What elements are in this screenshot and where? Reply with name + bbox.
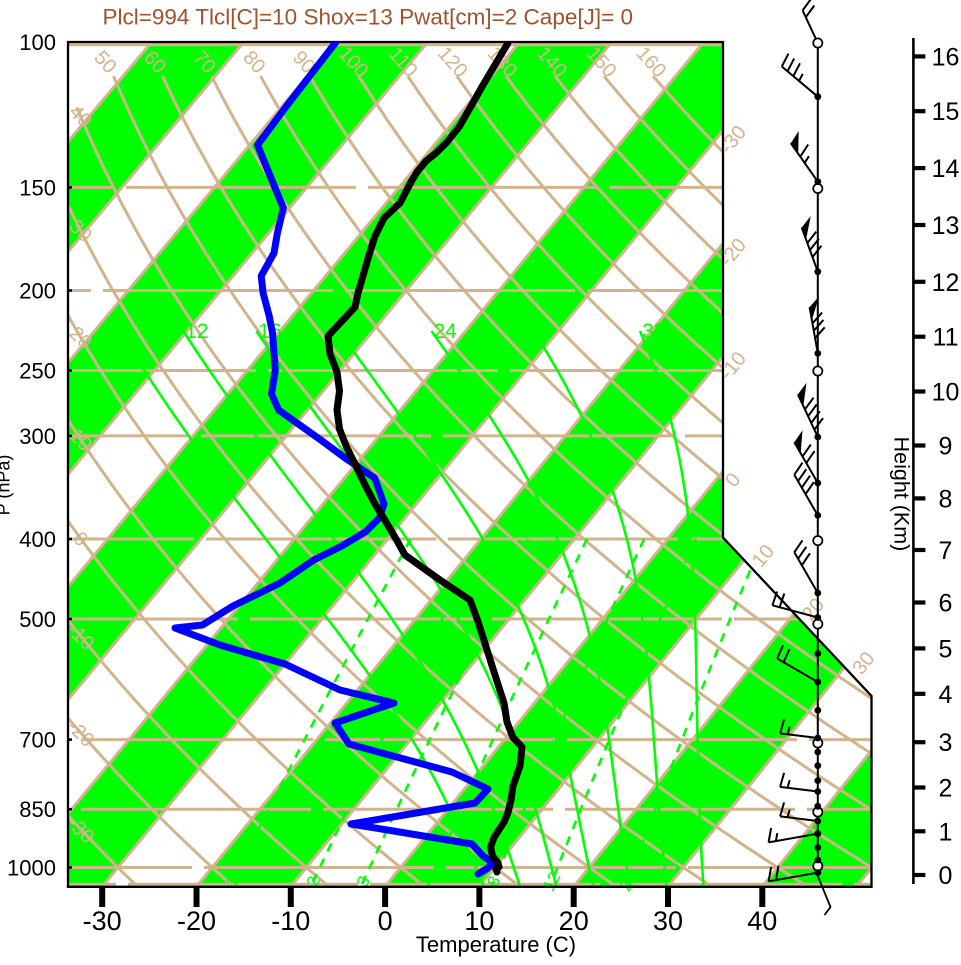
svg-text:700: 700 xyxy=(19,728,56,753)
svg-text:30: 30 xyxy=(653,906,683,936)
svg-text:2: 2 xyxy=(939,775,953,803)
svg-text:32: 32 xyxy=(642,320,665,343)
svg-text:9: 9 xyxy=(939,433,953,461)
svg-text:100: 100 xyxy=(19,30,56,55)
svg-text:-10: -10 xyxy=(271,906,310,936)
svg-text:-30: -30 xyxy=(83,906,122,936)
svg-text:150: 150 xyxy=(19,175,56,200)
svg-text:400: 400 xyxy=(19,527,56,552)
svg-text:Temperature (C): Temperature (C) xyxy=(416,932,576,957)
svg-text:Height (Km): Height (Km) xyxy=(890,437,914,552)
svg-text:8: 8 xyxy=(939,485,953,513)
svg-text:3: 3 xyxy=(939,729,953,757)
svg-text:0: 0 xyxy=(939,862,953,890)
svg-text:-20: -20 xyxy=(177,906,216,936)
svg-text:13: 13 xyxy=(932,212,960,240)
svg-text:5: 5 xyxy=(939,635,953,663)
svg-text:40: 40 xyxy=(747,906,777,936)
svg-text:1000: 1000 xyxy=(7,856,56,881)
svg-text:300: 300 xyxy=(19,424,56,449)
svg-text:7: 7 xyxy=(939,537,953,565)
svg-text:0: 0 xyxy=(378,906,393,936)
svg-text:500: 500 xyxy=(19,607,56,632)
svg-text:1: 1 xyxy=(939,818,953,846)
svg-text:Plcl=994 Tlcl[C]=10 Shox=13 Pw: Plcl=994 Tlcl[C]=10 Shox=13 Pwat[cm]=2 C… xyxy=(103,5,634,30)
svg-text:P (hPa): P (hPa) xyxy=(0,455,14,516)
svg-text:12: 12 xyxy=(185,320,208,343)
svg-text:250: 250 xyxy=(19,359,56,384)
svg-text:10: 10 xyxy=(932,379,960,407)
svg-text:24: 24 xyxy=(434,320,458,343)
svg-text:6: 6 xyxy=(939,590,953,618)
svg-text:850: 850 xyxy=(19,797,56,822)
svg-text:16: 16 xyxy=(932,43,960,71)
svg-text:200: 200 xyxy=(19,279,56,304)
svg-text:15: 15 xyxy=(932,98,960,126)
svg-text:14: 14 xyxy=(932,155,960,183)
svg-text:4: 4 xyxy=(939,681,953,709)
svg-text:11: 11 xyxy=(933,324,959,352)
svg-text:12: 12 xyxy=(932,269,960,297)
